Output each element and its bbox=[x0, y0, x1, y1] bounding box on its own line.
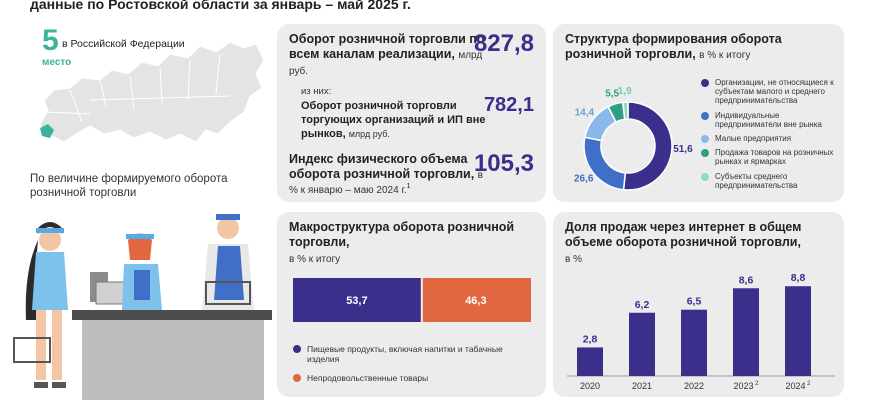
index-footnote: 1 bbox=[406, 182, 411, 190]
column-bar bbox=[629, 312, 655, 376]
column-value-label: 2,8 bbox=[583, 333, 598, 345]
online-column-chart: 2,8 2020 6,2 2021 6,5 2022 8,6 2023 2 8,8 2024 2 bbox=[567, 272, 835, 391]
macro-stacked-bar: 53,7 46,3 bbox=[293, 278, 531, 322]
macro-legend-item: Пищевые продукты, включая напитки и таба… bbox=[293, 344, 533, 364]
legend-dot bbox=[293, 374, 301, 383]
column-value-label: 6,2 bbox=[635, 299, 650, 311]
macro-bar-label: 53,7 bbox=[346, 295, 367, 307]
macro-legend: Пищевые продукты, включая напитки и таба… bbox=[293, 344, 533, 393]
column-value-label: 8,6 bbox=[739, 274, 754, 286]
turnover-title: Оборот розничной торговли по всем канала… bbox=[289, 32, 485, 77]
legend-label: Непродовольственные товары bbox=[307, 373, 429, 384]
legend-label: Организации, не относящиеся к субъектам … bbox=[715, 78, 834, 106]
legend-dot bbox=[701, 79, 709, 87]
online-unit: в % bbox=[565, 253, 582, 265]
page-header: данные по Ростовской области за январь –… bbox=[30, 0, 411, 12]
legend-label: Пищевые продукты, включая напитки и таба… bbox=[307, 344, 503, 365]
macro-legend-item: Непродовольственные товары bbox=[293, 373, 533, 383]
index-title: Индекс физического объема оборота рознич… bbox=[289, 152, 483, 196]
x-tick-label: 2022 bbox=[684, 381, 704, 391]
legend-dot bbox=[293, 345, 301, 353]
macro-bar-segment bbox=[293, 278, 421, 322]
cashier-illustration bbox=[13, 214, 272, 400]
donut-slice bbox=[621, 101, 629, 121]
donut-value-label: 51,6 bbox=[673, 144, 693, 155]
legend-label: Продажа товаров на розничных рынках и яр… bbox=[715, 148, 834, 167]
structure-card: Структура формирования оборота розничной… bbox=[553, 24, 844, 202]
structure-title: Структура формирования оборота розничной… bbox=[565, 32, 782, 62]
donut-value-label: 5,5 bbox=[605, 88, 619, 99]
donut-value-label: 14,4 bbox=[575, 108, 595, 119]
rank-caption: По величине формируемого оборота розничн… bbox=[30, 173, 228, 200]
column-bar bbox=[785, 286, 811, 376]
turnover-sub-label: из них: bbox=[301, 86, 332, 97]
donut-value-label: 1,9 bbox=[618, 86, 632, 97]
rank-number: 5 bbox=[42, 24, 59, 57]
structure-donut-chart: 51,6 26,6 14,4 5,51,9 bbox=[574, 86, 693, 191]
turnover-sub-value: 782,1 bbox=[483, 94, 534, 116]
structure-legend: Организации, не относящиеся к субъектам … bbox=[701, 78, 841, 195]
russia-map bbox=[39, 41, 265, 143]
column-bar bbox=[681, 309, 707, 376]
legend-label: Малые предприятия bbox=[715, 133, 792, 143]
online-title: Доля продаж через интернет в общем объем… bbox=[565, 220, 802, 265]
turnover-sub-unit: млрд руб. bbox=[348, 128, 390, 139]
macro-bar-segment bbox=[422, 278, 531, 322]
legend-dot bbox=[701, 149, 709, 158]
online-card: Доля продаж через интернет в общем объем… bbox=[553, 212, 844, 397]
russia-map-shape bbox=[39, 41, 265, 143]
structure-legend-item: Малые предприятия bbox=[701, 134, 841, 143]
structure-legend-item: Организации, не относящиеся к субъектам … bbox=[701, 78, 841, 106]
turnover-unit: млрд руб. bbox=[289, 50, 483, 77]
index-value: 105,3 bbox=[473, 150, 534, 177]
structure-unit: в % к итогу bbox=[699, 50, 751, 62]
macro-card: Макроструктура оборота розничной торговл… bbox=[277, 212, 546, 397]
legend-label: Индивидуальные предприниматели вне рынка bbox=[715, 110, 822, 129]
turnover-value: 827,8 bbox=[473, 30, 534, 57]
column-bar bbox=[733, 288, 759, 376]
structure-legend-item: Субъекты среднего предпринимательства bbox=[701, 172, 841, 190]
macro-bar-label: 46,3 bbox=[465, 295, 486, 307]
x-tick-label: 2020 bbox=[580, 381, 600, 391]
donut-value-label: 26,6 bbox=[574, 174, 594, 185]
x-tick-label: 2023 2 bbox=[733, 381, 759, 391]
turnover-card: Оборот розничной торговли по всем канала… bbox=[277, 24, 546, 202]
column-value-label: 8,8 bbox=[791, 272, 806, 284]
legend-label: Субъекты среднего предпринимательства bbox=[715, 171, 798, 190]
legend-dot bbox=[701, 172, 709, 181]
macro-unit: в % к итогу bbox=[289, 253, 341, 265]
donut-slice bbox=[622, 101, 673, 191]
index-unit: в % к январю – маю 2024 г. bbox=[289, 170, 483, 196]
legend-dot bbox=[701, 134, 709, 143]
macro-title: Макроструктура оборота розничной торговл… bbox=[289, 220, 515, 265]
structure-legend-item: Индивидуальные предприниматели вне рынка bbox=[701, 111, 841, 129]
rank-scope: в Российской Федерации bbox=[62, 38, 185, 50]
rank-place-label: место bbox=[42, 57, 72, 68]
column-value-label: 6,5 bbox=[687, 296, 702, 308]
column-bar bbox=[577, 347, 603, 376]
legend-dot bbox=[701, 111, 709, 120]
structure-legend-item: Продажа товаров на розничных рынках и яр… bbox=[701, 148, 841, 166]
rostov-region bbox=[40, 124, 54, 138]
x-tick-label: 2021 bbox=[632, 381, 652, 391]
turnover-sub-title: Оборот розничной торговли торгующих орга… bbox=[301, 100, 486, 140]
x-tick-label: 2024 2 bbox=[785, 381, 811, 391]
